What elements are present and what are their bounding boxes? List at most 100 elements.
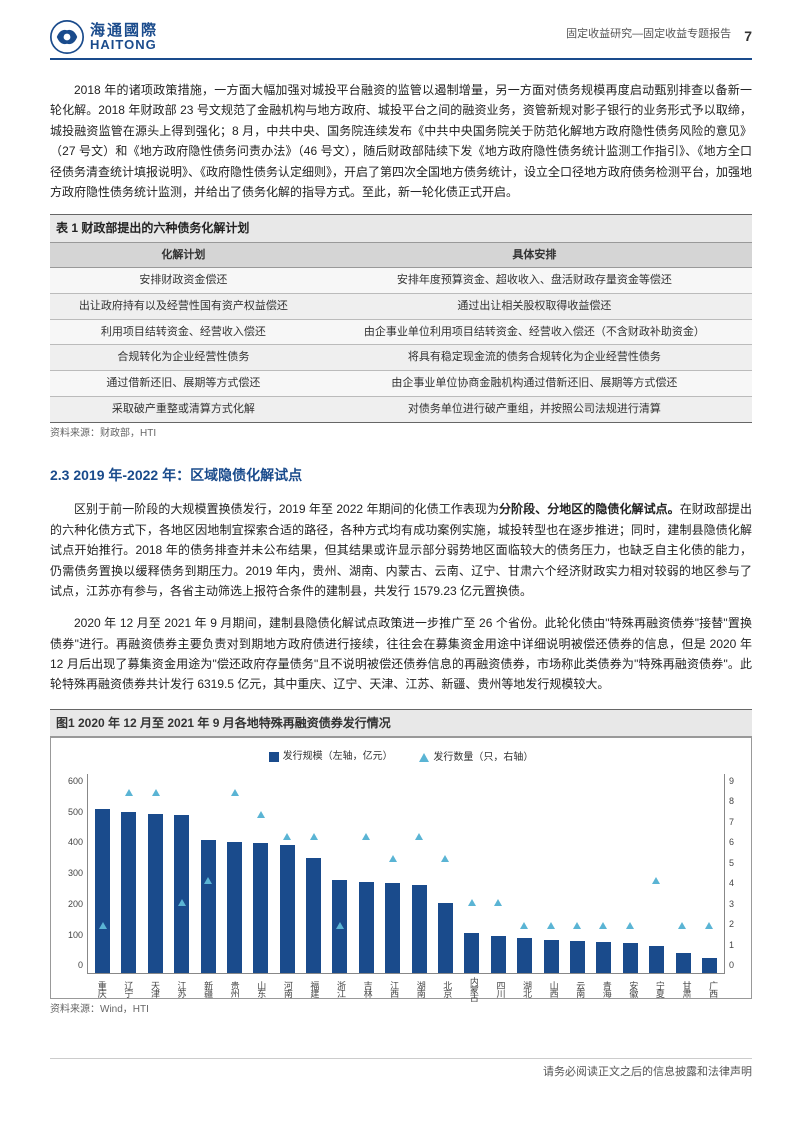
y-tick-right: 1 bbox=[729, 938, 745, 953]
x-tick-label: 吉林 bbox=[358, 976, 375, 1002]
x-tick-label: 湖北 bbox=[517, 976, 534, 1002]
y-tick-left: 600 bbox=[57, 774, 83, 789]
table-cell: 出让政府持有以及经营性国有资产权益偿还 bbox=[50, 294, 317, 320]
p2-part1: 区别于前一阶段的大规模置换债发行，2019 年至 2022 年期间的化债工作表现… bbox=[74, 502, 499, 516]
y-tick-left: 100 bbox=[57, 928, 83, 943]
y-tick-left: 300 bbox=[57, 866, 83, 881]
chart-bar bbox=[253, 843, 268, 972]
chart-bar bbox=[544, 940, 559, 973]
x-tick-label: 甘肃 bbox=[677, 976, 694, 1002]
chart-legend: 发行规模（左轴，亿元） 发行数量（只，右轴） bbox=[57, 748, 745, 768]
x-tick-label: 云南 bbox=[570, 976, 587, 1002]
x-tick-label: 内蒙古 bbox=[464, 976, 481, 1002]
table-cell: 采取破产重整或清算方式化解 bbox=[50, 396, 317, 422]
chart-bar bbox=[174, 815, 189, 973]
table-1-source: 资料来源：财政部，HTI bbox=[50, 425, 752, 442]
y-tick-right: 5 bbox=[729, 856, 745, 871]
x-tick-label: 湖南 bbox=[411, 976, 428, 1002]
x-tick-label: 辽宁 bbox=[118, 976, 135, 1002]
y-tick-right: 6 bbox=[729, 835, 745, 850]
chart-bar bbox=[412, 885, 427, 973]
table-row: 安排财政资金偿还安排年度预算资金、超收收入、盘活财政存量资金等偿还 bbox=[50, 268, 752, 294]
x-axis-labels: 重庆辽宁天津江苏新疆贵州山东河南福建浙江吉林江西湖南北京内蒙古四川湖北山西云南青… bbox=[57, 974, 745, 1002]
y-tick-right: 2 bbox=[729, 917, 745, 932]
figure-1-title: 图1 2020 年 12 月至 2021 年 9 月各地特殊再融资债券发行情况 bbox=[50, 709, 752, 737]
chart-area: 6005004003002001000 9876543210 bbox=[57, 774, 745, 974]
chart-bar bbox=[676, 953, 691, 973]
x-tick-label: 四川 bbox=[490, 976, 507, 1002]
y-tick-right: 7 bbox=[729, 815, 745, 830]
chart-bar bbox=[623, 943, 638, 973]
chart-bar bbox=[649, 946, 664, 973]
chart-bar bbox=[280, 845, 295, 973]
x-tick-label: 重庆 bbox=[92, 976, 109, 1002]
x-tick-label: 江西 bbox=[384, 976, 401, 1002]
doc-type: 固定收益研究—固定收益专题报告 bbox=[566, 28, 731, 40]
chart-bar bbox=[596, 942, 611, 973]
x-tick-label: 新疆 bbox=[198, 976, 215, 1002]
x-tick-label: 广西 bbox=[703, 976, 720, 1002]
chart-bar bbox=[227, 842, 242, 973]
table-cell: 利用项目结转资金、经营收入偿还 bbox=[50, 319, 317, 345]
plot-area bbox=[87, 774, 725, 974]
table-cell: 通过借新还旧、展期等方式偿还 bbox=[50, 371, 317, 397]
table-cell: 将具有稳定现金流的债务合规转化为企业经营性债务 bbox=[317, 345, 752, 371]
chart-bar bbox=[121, 812, 136, 973]
table-1-title: 表 1 财政部提出的六种债务化解计划 bbox=[50, 214, 752, 241]
x-tick-label: 北京 bbox=[437, 976, 454, 1002]
table-header-cell: 具体安排 bbox=[317, 242, 752, 268]
y-tick-right: 0 bbox=[729, 958, 745, 973]
logo-text-cn: 海通國際 bbox=[90, 23, 158, 38]
y-tick-left: 400 bbox=[57, 835, 83, 850]
table-row: 合规转化为企业经营性债务将具有稳定现金流的债务合规转化为企业经营性债务 bbox=[50, 345, 752, 371]
paragraph-2: 区别于前一阶段的大规模置换债发行，2019 年至 2022 年期间的化债工作表现… bbox=[50, 499, 752, 601]
table-cell: 对债务单位进行破产重组，并按照公司法规进行清算 bbox=[317, 396, 752, 422]
table-header-cell: 化解计划 bbox=[50, 242, 317, 268]
y-tick-left: 0 bbox=[57, 958, 83, 973]
page-header: 海通國際 HAITONG 固定收益研究—固定收益专题报告 7 bbox=[50, 20, 752, 60]
y-tick-right: 8 bbox=[729, 794, 745, 809]
chart-bar bbox=[517, 938, 532, 973]
x-tick-label: 贵州 bbox=[225, 976, 242, 1002]
bars-layer bbox=[88, 774, 724, 973]
table-cell: 通过出让相关股权取得收益偿还 bbox=[317, 294, 752, 320]
x-tick-label: 福建 bbox=[304, 976, 321, 1002]
x-tick-label: 山东 bbox=[251, 976, 268, 1002]
x-tick-label: 山西 bbox=[544, 976, 561, 1002]
footer-disclaimer: 请务必阅读正文之后的信息披露和法律声明 bbox=[50, 1058, 752, 1082]
chart-bar bbox=[491, 936, 506, 972]
paragraph-3: 2020 年 12 月至 2021 年 9 月期间，建制县隐债化解试点政策进一步… bbox=[50, 613, 752, 695]
chart-bar bbox=[148, 814, 163, 973]
chart-bar bbox=[570, 941, 585, 973]
table-row: 出让政府持有以及经营性国有资产权益偿还通过出让相关股权取得收益偿还 bbox=[50, 294, 752, 320]
chart-bar bbox=[95, 809, 110, 973]
x-tick-label: 天津 bbox=[145, 976, 162, 1002]
section-heading-2-3: 2.3 2019 年-2022 年：区域隐债化解试点 bbox=[50, 464, 752, 488]
table-cell: 安排年度预算资金、超收收入、盘活财政存量资金等偿还 bbox=[317, 268, 752, 294]
table-cell: 合规转化为企业经营性债务 bbox=[50, 345, 317, 371]
page-number: 7 bbox=[744, 28, 752, 44]
table-row: 利用项目结转资金、经营收入偿还由企事业单位利用项目结转资金、经营收入偿还（不含财… bbox=[50, 319, 752, 345]
y-tick-left: 200 bbox=[57, 897, 83, 912]
legend-marker-swatch bbox=[419, 753, 429, 762]
figure-1: 图1 2020 年 12 月至 2021 年 9 月各地特殊再融资债券发行情况 … bbox=[50, 709, 752, 1018]
header-meta: 固定收益研究—固定收益专题报告 7 bbox=[566, 25, 752, 49]
p2-bold: 分阶段、分地区的隐债化解试点。 bbox=[499, 502, 680, 516]
legend-bar-swatch bbox=[269, 752, 279, 762]
y-axis-right: 9876543210 bbox=[725, 774, 745, 974]
chart-bar bbox=[201, 840, 216, 973]
chart-bar bbox=[702, 958, 717, 973]
logo-block: 海通國際 HAITONG bbox=[50, 20, 158, 54]
y-tick-right: 3 bbox=[729, 897, 745, 912]
table-1: 表 1 财政部提出的六种债务化解计划 化解计划 具体安排 安排财政资金偿还安排年… bbox=[50, 214, 752, 441]
x-tick-label: 浙江 bbox=[331, 976, 348, 1002]
chart-bar bbox=[438, 903, 453, 973]
logo-text-en: HAITONG bbox=[90, 38, 158, 51]
chart-bar bbox=[359, 882, 374, 973]
table-cell: 安排财政资金偿还 bbox=[50, 268, 317, 294]
legend-marker-label: 发行数量（只，右轴） bbox=[433, 749, 533, 766]
page-root: 海通國際 HAITONG 固定收益研究—固定收益专题报告 7 2018 年的诸项… bbox=[0, 0, 802, 1112]
chart-bar bbox=[464, 933, 479, 973]
table-cell: 由企事业单位利用项目结转资金、经营收入偿还（不含财政补助资金） bbox=[317, 319, 752, 345]
haitong-logo-icon bbox=[50, 20, 84, 54]
